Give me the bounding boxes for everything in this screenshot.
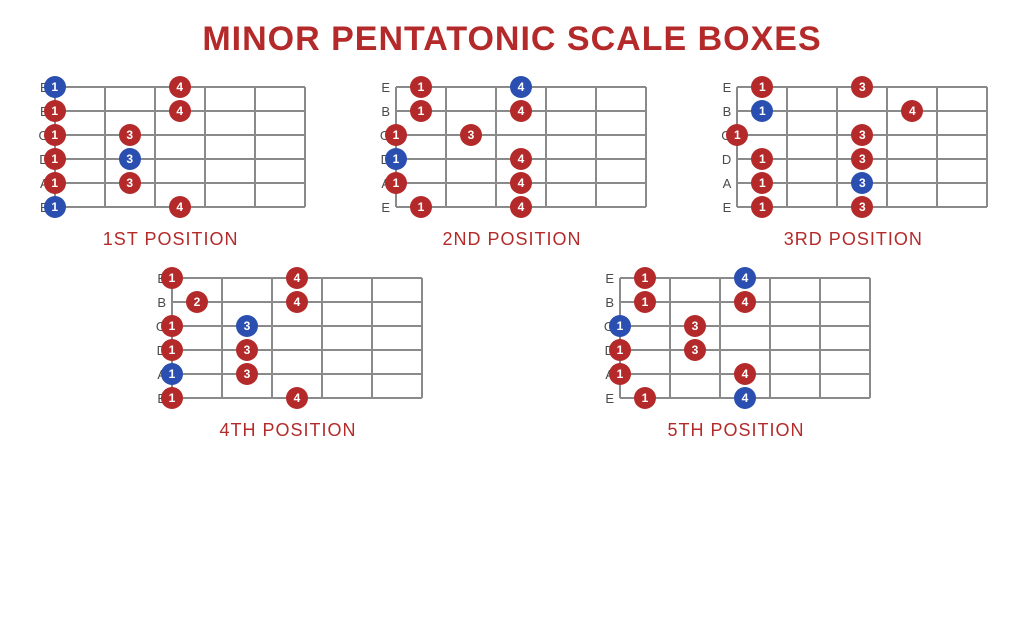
note-dot: 1 xyxy=(410,196,432,218)
note-dot: 4 xyxy=(510,148,532,170)
note-dot: 1 xyxy=(726,124,748,146)
note-dot: 1 xyxy=(161,315,183,337)
row-1: EBGDAE1111113334441ST POSITIONEBGDAE1111… xyxy=(0,87,1024,250)
string-label: E xyxy=(719,195,731,219)
note-dot: 3 xyxy=(119,124,141,146)
fretboard-diagram: EBGDAE111111333444 xyxy=(37,87,305,219)
note-dot: 4 xyxy=(734,267,756,289)
note-dot: 4 xyxy=(286,387,308,409)
position-caption: 5TH POSITION xyxy=(667,420,804,441)
string-label: E xyxy=(378,75,390,99)
string-label: E xyxy=(602,386,614,410)
note-dot: 1 xyxy=(410,76,432,98)
note-dot: 4 xyxy=(286,291,308,313)
note-dot: 4 xyxy=(169,76,191,98)
note-dot: 4 xyxy=(901,100,923,122)
string-label: A xyxy=(719,171,731,195)
fretboard-grid: 111111333334 xyxy=(737,87,987,207)
note-dot: 3 xyxy=(851,196,873,218)
position-caption: 2ND POSITION xyxy=(442,229,581,250)
fretboard-diagram: EBGDAE111112333444 xyxy=(154,278,422,410)
string-labels: EBGDAE xyxy=(719,87,731,219)
note-dot: 4 xyxy=(510,172,532,194)
row-2: EBGDAE1111123334444TH POSITIONEBGDAE1111… xyxy=(0,278,1024,441)
note-dot: 1 xyxy=(751,100,773,122)
note-dot: 4 xyxy=(169,196,191,218)
note-dot: 4 xyxy=(510,100,532,122)
note-dot: 1 xyxy=(44,196,66,218)
note-dot: 1 xyxy=(161,387,183,409)
note-dot: 1 xyxy=(385,148,407,170)
note-dot: 1 xyxy=(634,291,656,313)
note-dot: 4 xyxy=(510,76,532,98)
note-dot: 1 xyxy=(751,148,773,170)
position-caption: 3RD POSITION xyxy=(784,229,923,250)
page: MINOR PENTATONIC SCALE BOXES EBGDAE11111… xyxy=(0,0,1024,640)
note-dot: 1 xyxy=(44,100,66,122)
string-label: B xyxy=(602,290,614,314)
note-dot: 1 xyxy=(751,172,773,194)
position-caption: 1ST POSITION xyxy=(103,229,239,250)
note-dot: 1 xyxy=(634,267,656,289)
note-dot: 1 xyxy=(609,339,631,361)
string-label: E xyxy=(602,266,614,290)
string-label: D xyxy=(719,147,731,171)
page-title: MINOR PENTATONIC SCALE BOXES xyxy=(0,0,1024,59)
scale-box-5: EBGDAE1111113344445TH POSITION xyxy=(602,278,870,441)
note-dot: 3 xyxy=(851,172,873,194)
note-dot: 3 xyxy=(119,148,141,170)
string-label: B xyxy=(378,99,390,123)
note-dot: 1 xyxy=(161,339,183,361)
note-dot: 4 xyxy=(169,100,191,122)
string-label: B xyxy=(719,99,731,123)
note-dot: 4 xyxy=(510,196,532,218)
note-dot: 3 xyxy=(851,76,873,98)
fretboard-grid: 111111333444 xyxy=(55,87,305,207)
note-dot: 1 xyxy=(751,76,773,98)
note-dot: 1 xyxy=(161,267,183,289)
note-dot: 3 xyxy=(460,124,482,146)
note-dot: 1 xyxy=(609,315,631,337)
fretboard-grid: 111111334444 xyxy=(620,278,870,398)
fretboard-grid: 111112333444 xyxy=(172,278,422,398)
fretboard-diagram: EBGDAE111111333334 xyxy=(719,87,987,219)
note-dot: 1 xyxy=(410,100,432,122)
note-dot: 3 xyxy=(236,363,258,385)
note-dot: 3 xyxy=(851,124,873,146)
note-dot: 4 xyxy=(734,291,756,313)
note-dot: 1 xyxy=(385,172,407,194)
scale-box-3: EBGDAE1111113333343RD POSITION xyxy=(719,87,987,250)
note-dot: 1 xyxy=(385,124,407,146)
note-dot: 3 xyxy=(236,315,258,337)
note-dot: 1 xyxy=(161,363,183,385)
note-dot: 1 xyxy=(44,172,66,194)
note-dot: 1 xyxy=(609,363,631,385)
note-dot: 3 xyxy=(684,339,706,361)
note-dot: 1 xyxy=(634,387,656,409)
note-dot: 4 xyxy=(734,387,756,409)
string-label: B xyxy=(154,290,166,314)
string-label: E xyxy=(378,195,390,219)
fretboard-diagram: EBGDAE111111334444 xyxy=(602,278,870,410)
string-label: E xyxy=(719,75,731,99)
note-dot: 4 xyxy=(734,363,756,385)
scale-box-2: EBGDAE1111113444442ND POSITION xyxy=(378,87,646,250)
note-dot: 3 xyxy=(236,339,258,361)
note-dot: 1 xyxy=(44,124,66,146)
fretboard-diagram: EBGDAE111111344444 xyxy=(378,87,646,219)
note-dot: 3 xyxy=(119,172,141,194)
scale-box-1: EBGDAE1111113334441ST POSITION xyxy=(37,87,305,250)
fretboard-grid: 111111344444 xyxy=(396,87,646,207)
note-dot: 3 xyxy=(851,148,873,170)
note-dot: 1 xyxy=(751,196,773,218)
note-dot: 1 xyxy=(44,76,66,98)
position-caption: 4TH POSITION xyxy=(219,420,356,441)
note-dot: 4 xyxy=(286,267,308,289)
scale-box-4: EBGDAE1111123334444TH POSITION xyxy=(154,278,422,441)
note-dot: 3 xyxy=(684,315,706,337)
note-dot: 1 xyxy=(44,148,66,170)
note-dot: 2 xyxy=(186,291,208,313)
